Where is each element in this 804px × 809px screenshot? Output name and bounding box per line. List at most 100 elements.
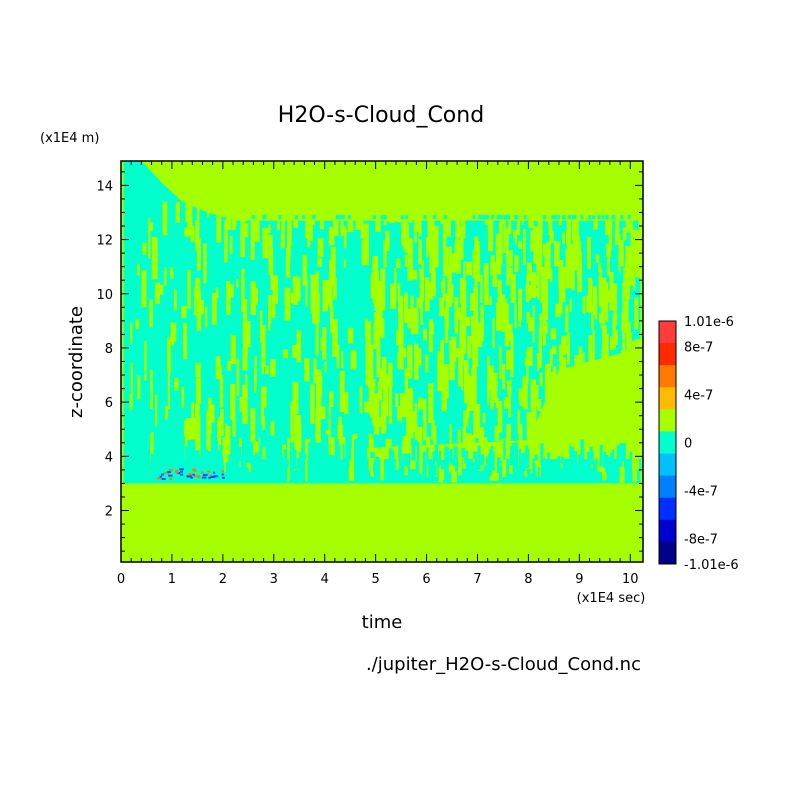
field-streak: [232, 460, 235, 473]
field-streak: [186, 449, 191, 459]
field-streak: [232, 412, 236, 437]
field-streak: [406, 453, 411, 465]
field-streak: [312, 215, 316, 220]
colorbar-swatch: [659, 519, 676, 543]
field-streak: [312, 306, 318, 324]
field-streak: [337, 215, 341, 220]
field-streak: [360, 211, 364, 239]
field-streak: [443, 247, 449, 277]
field-streak: [460, 302, 467, 320]
field-streak: [581, 468, 584, 475]
field-streak: [423, 399, 427, 441]
field-streak: [505, 350, 511, 370]
field-feature: [208, 476, 212, 479]
field-streak: [560, 456, 565, 464]
field-streak: [546, 241, 551, 271]
field-streak: [417, 426, 423, 446]
field-streak: [571, 446, 574, 471]
y-tick-label: 8: [105, 342, 113, 357]
field-region: [365, 347, 641, 460]
field-streak: [570, 469, 574, 479]
field-streak: [342, 443, 345, 468]
field-streak: [565, 305, 569, 332]
field-streak: [239, 396, 244, 412]
field-streak: [577, 461, 582, 468]
field-streak: [270, 421, 275, 436]
field-streak: [627, 215, 631, 220]
field-streak: [253, 441, 259, 456]
field-streak: [164, 267, 167, 287]
field-streak: [458, 450, 462, 476]
field-streak: [330, 437, 335, 456]
field-streak: [510, 334, 514, 378]
field-streak: [411, 445, 416, 461]
field-streak: [191, 461, 195, 472]
field-streak: [185, 445, 188, 467]
field-streak: [341, 215, 345, 220]
field-streak: [302, 215, 306, 220]
field-streak: [427, 211, 430, 251]
field-streak: [500, 192, 505, 225]
field-streak: [603, 452, 607, 469]
colorbar-swatch: [659, 497, 676, 521]
field-streak: [567, 215, 571, 220]
field-streak: [461, 447, 465, 458]
field-streak: [403, 454, 407, 466]
field-streak: [505, 215, 509, 220]
field-feature: [200, 471, 204, 474]
field-streak: [542, 215, 546, 220]
field-streak: [371, 452, 375, 459]
field-streak: [474, 241, 481, 282]
field-streak: [233, 443, 236, 466]
field-feature: [201, 476, 207, 479]
field-streak: [245, 462, 252, 473]
field-feature: [202, 473, 208, 476]
field-streak: [587, 237, 591, 269]
field-streak: [339, 370, 345, 413]
field-streak: [517, 410, 521, 434]
field-streak: [506, 460, 509, 469]
field-streak: [404, 215, 408, 220]
field-streak: [638, 186, 643, 229]
field-streak: [455, 348, 461, 358]
field-streak: [503, 298, 507, 310]
field-streak: [532, 464, 536, 479]
y-tick-label: 12: [96, 234, 113, 249]
field-streak: [210, 464, 215, 482]
field-streak: [365, 343, 372, 386]
field-feature: [192, 473, 195, 476]
field-streak: [526, 262, 533, 282]
field-streak: [460, 318, 467, 354]
field-streak: [569, 473, 572, 482]
field-streak: [490, 382, 494, 410]
field-streak: [335, 464, 340, 481]
field-streak: [452, 358, 456, 369]
field-streak: [555, 303, 561, 318]
field-streak: [404, 300, 409, 324]
field-streak: [317, 375, 323, 397]
field-streak: [492, 317, 495, 349]
field-streak: [319, 190, 324, 230]
field-streak: [440, 364, 446, 392]
field-feature: [186, 475, 192, 478]
field-streak: [539, 313, 543, 342]
field-streak: [580, 439, 584, 462]
field-streak: [543, 262, 548, 295]
field-streak: [515, 215, 519, 220]
field-streak: [321, 406, 326, 419]
field-streak: [247, 473, 251, 482]
x-tick-label: 6: [422, 572, 430, 587]
field-streak: [389, 448, 393, 458]
field-streak: [440, 187, 447, 224]
field-streak: [365, 321, 372, 354]
contour-field: [121, 161, 643, 562]
field-streak: [360, 460, 364, 468]
field-streak: [561, 335, 567, 356]
field-streak: [557, 455, 560, 472]
field-streak: [315, 408, 321, 443]
field-streak: [425, 237, 429, 257]
field-streak: [340, 202, 344, 237]
field-streak: [528, 317, 534, 332]
field-streak: [363, 223, 369, 266]
field-streak: [429, 210, 435, 251]
